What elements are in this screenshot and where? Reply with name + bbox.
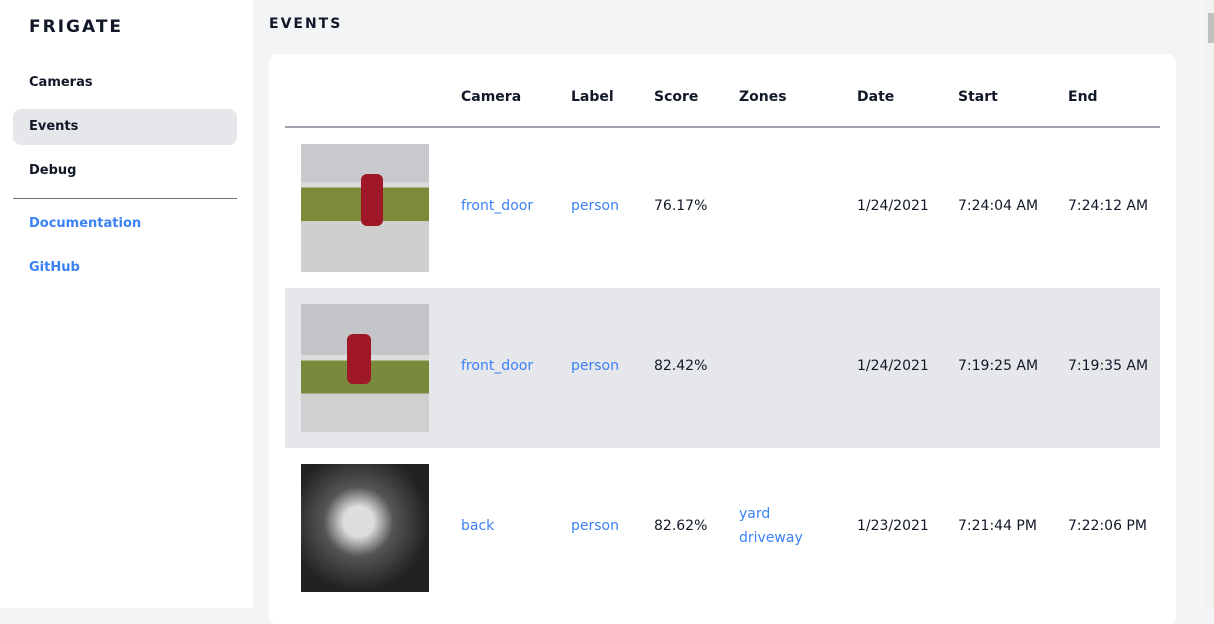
header-score: Score — [654, 89, 699, 105]
score: 82.42% — [654, 358, 708, 374]
sidebar-item-events[interactable]: Events — [13, 109, 237, 145]
header-zones: Zones — [739, 89, 787, 105]
start-time: 7:21:44 PM — [958, 518, 1037, 534]
header-camera: Camera — [461, 89, 522, 105]
sidebar-item-debug[interactable]: Debug — [29, 163, 77, 178]
camera-link[interactable]: front_door — [461, 358, 534, 374]
score: 82.62% — [654, 518, 708, 534]
table-row[interactable]: back person 82.62% yard driveway 1/23/20… — [285, 448, 1160, 608]
header-divider — [285, 126, 1160, 128]
events-table: Camera Label Score Zones Date Start End … — [269, 54, 1176, 624]
event-thumbnail[interactable] — [301, 304, 429, 432]
start-time: 7:19:25 AM — [958, 358, 1039, 374]
label-link[interactable]: person — [571, 198, 619, 214]
date: 1/23/2021 — [857, 518, 929, 534]
zone-link[interactable]: driveway — [739, 530, 803, 546]
header-start: Start — [958, 89, 998, 105]
label-link[interactable]: person — [571, 358, 619, 374]
camera-link[interactable]: front_door — [461, 198, 534, 214]
documentation-link[interactable]: Documentation — [29, 216, 142, 231]
event-thumbnail[interactable] — [301, 464, 429, 592]
event-thumbnail[interactable] — [301, 144, 429, 272]
date: 1/24/2021 — [857, 198, 929, 214]
score: 76.17% — [654, 198, 708, 214]
label-link[interactable]: person — [571, 518, 619, 534]
table-row[interactable]: front_door person 76.17% 1/24/2021 7:24:… — [285, 128, 1160, 288]
table-row[interactable]: front_door person 82.42% 1/24/2021 7:19:… — [285, 288, 1160, 448]
end-time: 7:22:06 PM — [1068, 518, 1147, 534]
camera-link[interactable]: back — [461, 518, 495, 534]
brand-logo: FRIGATE — [29, 17, 124, 37]
scrollbar[interactable] — [1206, 0, 1214, 608]
page-title: EVENTS — [269, 16, 343, 32]
end-time: 7:19:35 AM — [1068, 358, 1149, 374]
sidebar: FRIGATE Cameras Events Debug Documentati… — [0, 0, 253, 608]
sidebar-item-cameras[interactable]: Cameras — [29, 75, 93, 90]
divider — [13, 198, 237, 199]
header-end: End — [1068, 89, 1098, 105]
header-date: Date — [857, 89, 895, 105]
github-link[interactable]: GitHub — [29, 260, 80, 275]
date: 1/24/2021 — [857, 358, 929, 374]
zone-link[interactable]: yard — [739, 506, 771, 522]
start-time: 7:24:04 AM — [958, 198, 1039, 214]
scrollbar-thumb[interactable] — [1208, 13, 1214, 43]
header-label: Label — [571, 89, 614, 105]
end-time: 7:24:12 AM — [1068, 198, 1149, 214]
